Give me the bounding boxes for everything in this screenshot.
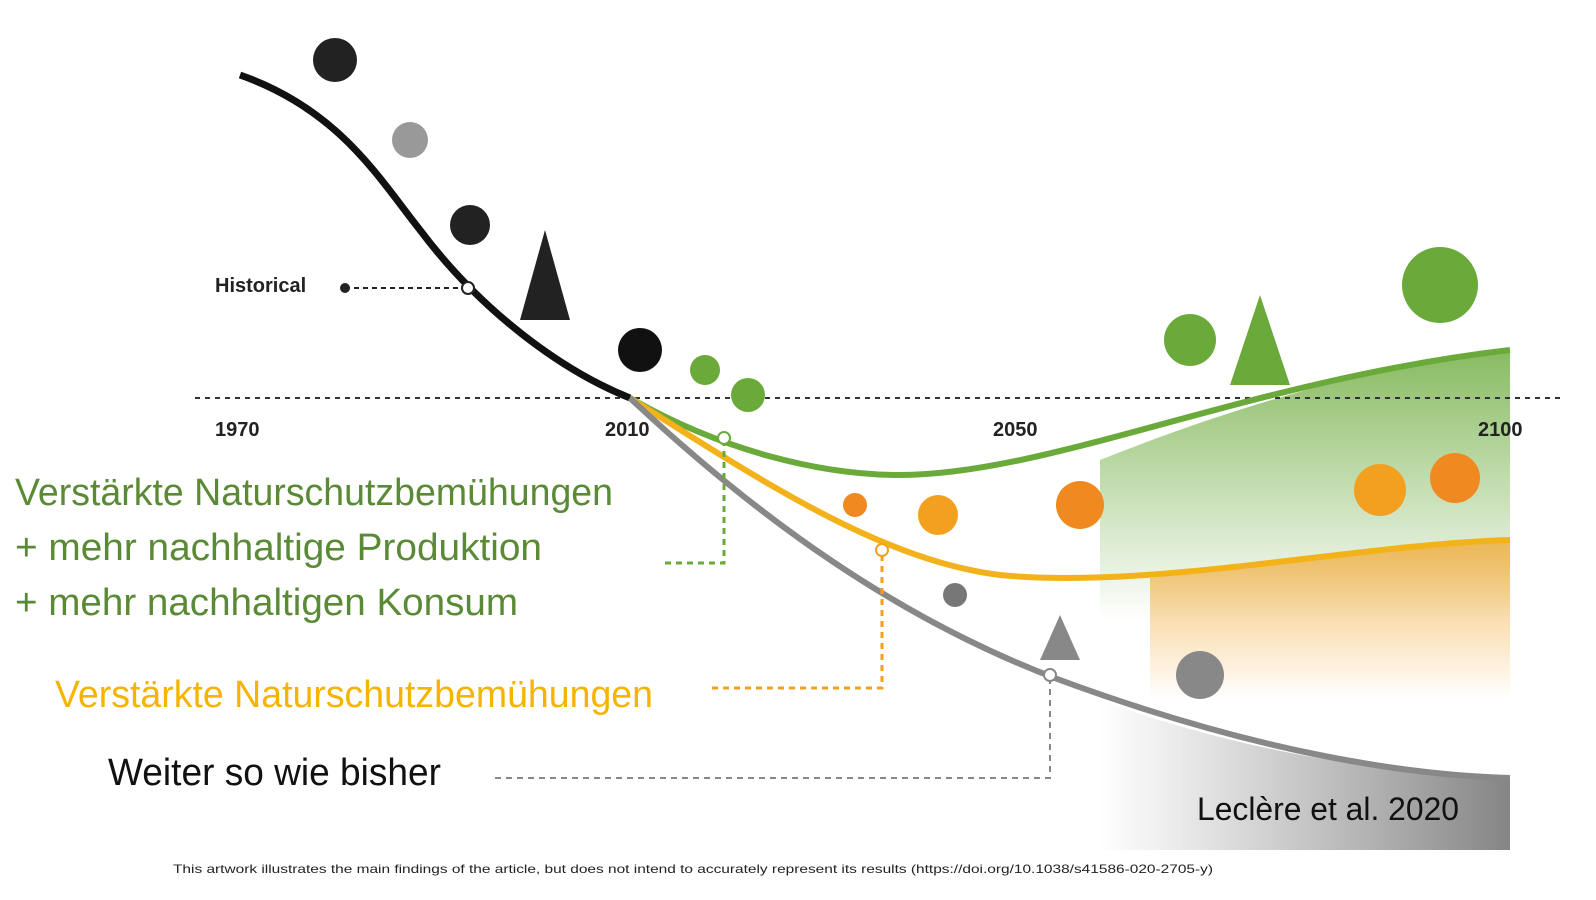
source: Leclère et al. 2020 <box>1197 791 1459 827</box>
year-label: 2050 <box>993 419 1038 441</box>
scenario-label: Weiter so wie bisher <box>108 752 441 794</box>
dot <box>1044 669 1056 681</box>
scenario-label: + mehr nachhaltigen Konsum <box>15 582 518 624</box>
year-label: 2100 <box>1478 419 1523 441</box>
dot <box>718 432 730 444</box>
year-label: 2010 <box>605 419 650 441</box>
scenario-label: + mehr nachhaltige Produktion <box>15 527 542 569</box>
scenario-label: Verstärkte Naturschutzbemühungen <box>55 674 653 716</box>
year-label: 1970 <box>215 419 260 441</box>
figure: Historical 1970 2010 2050 2100 Verstärkt… <box>0 0 1596 900</box>
dot <box>340 283 350 293</box>
footnote: This artwork illustrates the main findin… <box>173 862 1213 876</box>
dot <box>462 282 474 294</box>
scenario-label: Verstärkte Naturschutzbemühungen <box>15 472 613 514</box>
historical-label: Historical <box>215 275 306 297</box>
connector <box>712 550 882 688</box>
historical-curve <box>240 75 630 398</box>
dot <box>876 544 888 556</box>
